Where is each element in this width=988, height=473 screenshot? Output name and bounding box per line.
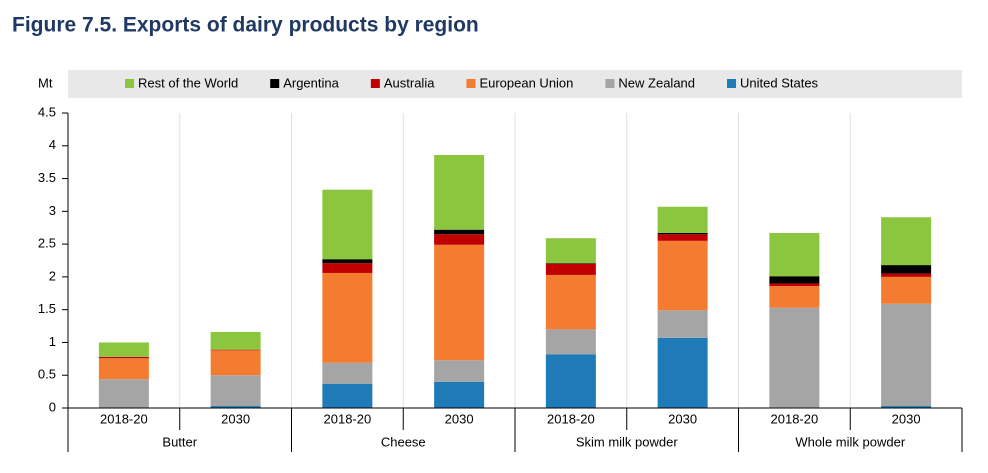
bar-segment	[657, 234, 708, 241]
x-tick-label: 2018-20	[100, 411, 148, 426]
bar-segment	[881, 276, 932, 304]
legend-background	[68, 70, 962, 98]
bar-segment	[881, 217, 932, 266]
bar-segment	[434, 381, 485, 408]
bar-segment	[881, 273, 932, 277]
bar-segment	[881, 406, 932, 408]
bar-segment	[545, 263, 596, 264]
y-tick-label: 1	[49, 334, 56, 349]
chart-title: Figure 7.5. Exports of dairy products by…	[12, 14, 479, 37]
bar-segment	[657, 310, 708, 338]
legend-label: United States	[740, 75, 819, 90]
x-tick-label: 2030	[445, 411, 474, 426]
legend-label: New Zealand	[618, 75, 695, 90]
legend-swatch	[605, 79, 615, 88]
group-label: Skim milk powder	[576, 434, 679, 449]
legend-swatch	[727, 79, 737, 88]
bar-segment	[769, 232, 820, 277]
x-tick-label: 2030	[668, 411, 697, 426]
bar-segment	[657, 232, 708, 235]
bar-segment	[769, 283, 820, 287]
bar-segment	[98, 379, 149, 408]
group-label: Whole milk powder	[795, 434, 905, 449]
y-tick-label: 2.5	[38, 236, 56, 251]
bar-segment	[322, 383, 373, 408]
bar-segment	[769, 286, 820, 308]
y-tick-label: 2	[49, 268, 56, 283]
y-tick-label: 0.5	[38, 367, 56, 382]
y-tick-label: 1.5	[38, 301, 56, 316]
bar-segment	[657, 206, 708, 233]
bar-segment	[545, 274, 596, 330]
bar-segment	[210, 375, 261, 407]
bar-segment	[322, 259, 373, 264]
x-tick-label: 2018-20	[547, 411, 595, 426]
y-tick-label: 4.5	[38, 104, 56, 119]
bar-segment	[210, 349, 261, 351]
x-tick-label: 2018-20	[324, 411, 372, 426]
y-tick-label: 4	[49, 137, 56, 152]
legend-label: Argentina	[283, 75, 339, 90]
legend-label: Australia	[384, 75, 435, 90]
bar-segment	[769, 276, 820, 284]
legend-swatch	[370, 79, 380, 88]
bar-segment	[210, 331, 261, 350]
y-axis-label: Mt	[38, 75, 53, 90]
legend-swatch	[125, 79, 134, 88]
legend-label: European Union	[479, 75, 573, 90]
bar-segment	[545, 238, 596, 264]
bar-segment	[434, 229, 485, 235]
y-tick-label: 3.5	[38, 170, 56, 185]
x-tick-label: 2018-20	[771, 411, 819, 426]
legend-swatch	[466, 79, 476, 88]
legend-swatch	[270, 79, 280, 88]
bar-segment	[98, 358, 149, 380]
y-tick-label: 3	[49, 203, 56, 218]
bar-segment	[322, 272, 373, 363]
bar-segment	[322, 362, 373, 384]
group-label: Cheese	[381, 434, 426, 449]
bar-segment	[434, 360, 485, 382]
bar-segment	[98, 342, 149, 357]
bar-segment	[657, 337, 708, 408]
legend-label: Rest of the World	[138, 75, 238, 90]
bar-segment	[322, 263, 373, 273]
bar-segment	[434, 234, 485, 245]
bar-segment	[98, 356, 149, 359]
bar-segment	[210, 350, 261, 376]
bar-segment	[545, 354, 596, 408]
bar-segment	[545, 263, 596, 275]
y-tick-label: 0	[49, 399, 56, 414]
bar-segment	[434, 154, 485, 230]
bar-segment	[322, 189, 373, 260]
bar-segment	[545, 329, 596, 355]
bar-segment	[657, 240, 708, 311]
bar-segment	[881, 303, 932, 407]
x-tick-label: 2030	[221, 411, 250, 426]
bar-segment	[434, 244, 485, 361]
bar-segment	[769, 307, 820, 408]
bar-segment	[210, 406, 261, 408]
bar-segment	[881, 265, 932, 274]
group-label: Butter	[162, 434, 197, 449]
x-tick-label: 2030	[892, 411, 921, 426]
